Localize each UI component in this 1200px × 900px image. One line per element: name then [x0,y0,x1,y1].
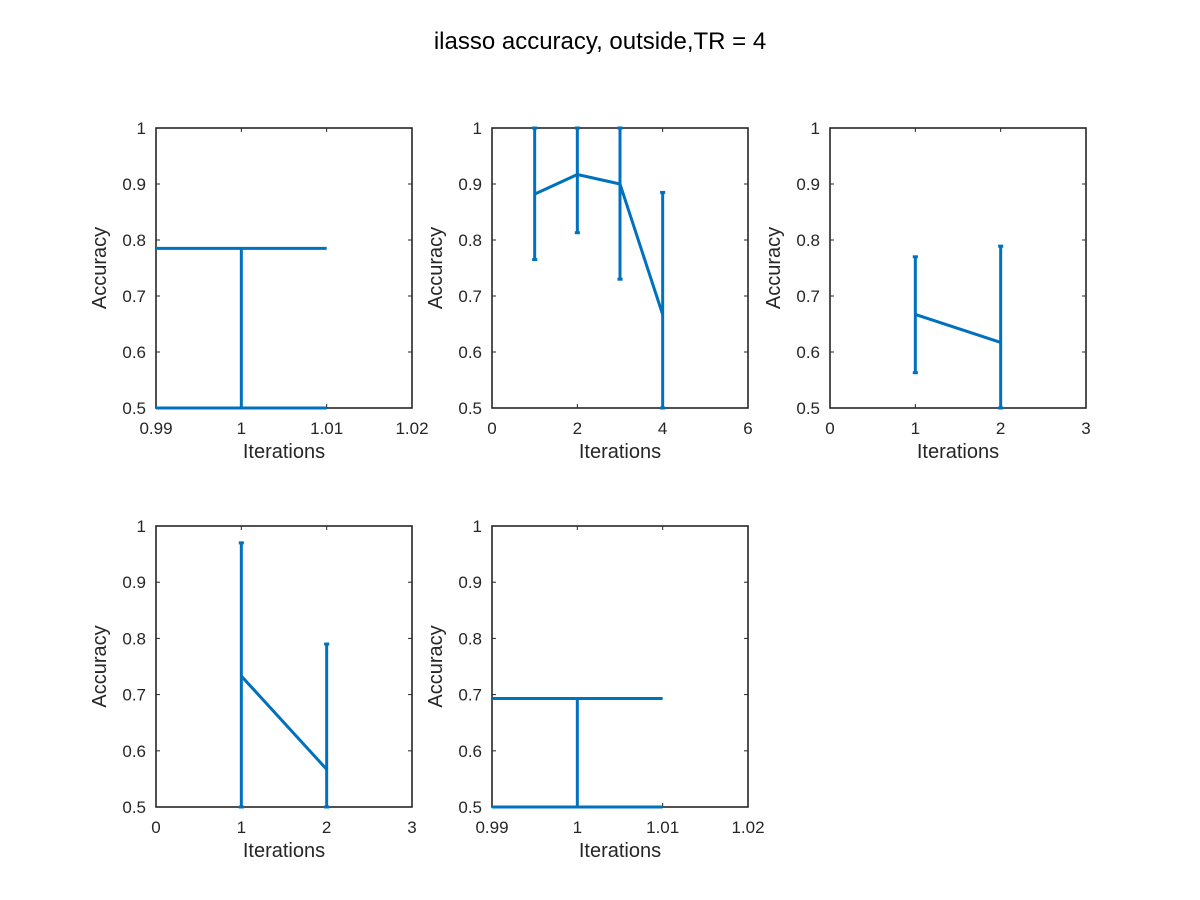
x-tick-label: 0.99 [475,818,508,837]
y-tick-label: 0.7 [458,287,482,306]
x-tick-label: 1 [237,419,246,438]
y-tick-label: 0.7 [796,287,820,306]
y-tick-label: 1 [137,119,146,138]
x-tick-label: 2 [322,818,331,837]
x-tick-label: 0 [487,419,496,438]
series-line [534,172,665,315]
y-tick-label: 0.6 [122,343,146,362]
x-tick-label: 1.01 [646,818,679,837]
y-tick-label: 0.5 [122,798,146,817]
x-tick-label: 0.99 [139,419,172,438]
y-tick-label: 0.8 [458,629,482,648]
x-tick-label: 4 [658,419,667,438]
y-tick-label: 0.8 [122,629,146,648]
y-tick-label: 0.9 [458,175,482,194]
y-tick-label: 0.9 [796,175,820,194]
y-tick-label: 0.9 [458,573,482,592]
y-tick-label: 0.9 [122,573,146,592]
x-tick-label: 1.01 [310,419,343,438]
x-tick-label: 1.02 [395,419,428,438]
subplot-2: 0 2 4 6 0.5 0.6 0.7 0.8 0.9 1 Iterations Accuracy [425,119,753,463]
subplot-3: 0 1 2 3 0.5 0.6 0.7 0.8 0.9 1 Iterations Accuracy [763,119,1091,463]
y-tick-label: 0.6 [458,742,482,761]
y-tick-label: 0.8 [122,231,146,250]
series-line [240,675,328,771]
x-tick-label: 2 [996,419,1005,438]
y-axis-label: Accuracy [763,227,785,309]
y-tick-label: 0.5 [122,399,146,418]
y-axis-label: Accuracy [425,227,447,309]
y-tick-label: 0.8 [458,231,482,250]
x-axis-label: Iterations [243,840,325,862]
y-tick-label: 1 [473,517,482,536]
y-tick-label: 1 [473,119,482,138]
subplot-5: 0.99 1 1.01 1.02 0.5 0.6 0.7 0.8 0.9 1 Iterations A… [425,517,765,862]
x-axis-label: Iterations [579,441,661,463]
y-tick-label: 1 [137,517,146,536]
y-tick-label: 1 [811,119,820,138]
plot-area [491,525,749,808]
y-tick-label: 0.7 [122,287,146,306]
y-axis-label: Accuracy [89,625,111,707]
x-tick-label: 1 [911,419,920,438]
y-tick-label: 0.5 [458,399,482,418]
y-tick-label: 0.7 [458,686,482,705]
x-tick-label: 1 [573,818,582,837]
x-tick-label: 3 [407,818,416,837]
x-tick-label: 1 [237,818,246,837]
y-tick-label: 0.6 [796,343,820,362]
y-axis-label: Accuracy [89,227,111,309]
x-tick-label: 0 [825,419,834,438]
plot-area [155,127,413,409]
plot-area [155,525,413,808]
x-tick-label: 2 [573,419,582,438]
x-tick-label: 0 [151,818,160,837]
x-axis-label: Iterations [579,840,661,862]
y-tick-label: 0.7 [122,686,146,705]
x-axis-label: Iterations [917,441,999,463]
subplot-4: 0 1 2 3 0.5 0.6 0.7 0.8 0.9 1 Iterations Accuracy [89,517,417,862]
y-tick-label: 0.5 [796,399,820,418]
y-tick-label: 0.8 [796,231,820,250]
y-tick-label: 0.6 [458,343,482,362]
x-axis-label: Iterations [243,441,325,463]
x-tick-label: 3 [1081,419,1090,438]
x-tick-label: 1.02 [731,818,764,837]
y-tick-label: 0.5 [458,798,482,817]
plot-area [829,127,1087,409]
y-tick-label: 0.6 [122,742,146,761]
x-tick-label: 6 [743,419,752,438]
figure-title: ilasso accuracy, outside,TR = 4 [433,28,767,55]
y-axis-label: Accuracy [425,625,447,707]
series-line [914,313,1002,344]
subplot-1: 0.99 1 1.01 1.02 0.5 0.6 0.7 0.8 0.9 1 Iterations A… [89,119,429,463]
y-tick-label: 0.9 [122,175,146,194]
